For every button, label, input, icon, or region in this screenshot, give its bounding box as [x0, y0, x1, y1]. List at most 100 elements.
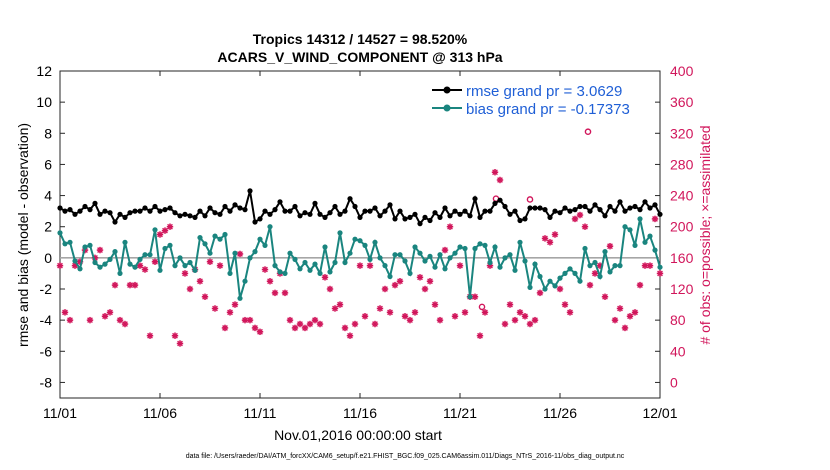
series-point: [332, 203, 338, 210]
obs-point: [471, 293, 479, 300]
series-point: [112, 219, 118, 225]
obs-point: [186, 285, 194, 293]
series-point: [317, 270, 323, 276]
legend-rmse-marker: [443, 86, 451, 94]
series-point: [167, 242, 173, 248]
series-bias: [57, 216, 663, 301]
series-point: [507, 252, 513, 258]
series-point: [577, 203, 583, 210]
obs-point: [531, 316, 539, 324]
series-point: [407, 214, 413, 220]
y-right-tick-label: 120: [670, 281, 694, 297]
series-point: [527, 284, 533, 290]
y-left-tick-label: 2: [44, 219, 52, 235]
series-point: [92, 200, 98, 206]
data-file-footnote: data file: /Users/raeder/DAI/ATM_forcXX/…: [186, 453, 625, 460]
series-point: [157, 267, 163, 273]
series-point: [57, 230, 63, 236]
obs-possible-point: [478, 303, 486, 311]
obs-point: [216, 262, 224, 269]
series-point: [582, 203, 588, 210]
series-point: [77, 266, 83, 272]
y-left-tick-label: -6: [40, 343, 53, 359]
series-point: [627, 227, 633, 233]
obs-possible-point: [584, 128, 592, 136]
x-axis-label: Nov.01,2016 00:00:00 start: [274, 427, 442, 443]
obs-point: [96, 246, 104, 254]
series-point: [292, 203, 298, 210]
obs-point: [611, 316, 619, 324]
obs-point: [156, 231, 164, 238]
obs-point: [556, 285, 564, 293]
obs-point: [166, 223, 174, 230]
series-point: [387, 273, 393, 280]
obs-point: [421, 285, 429, 293]
series-point: [72, 258, 78, 264]
series-point: [432, 264, 438, 270]
obs-point: [291, 324, 299, 332]
series-point: [522, 216, 528, 222]
obs-point: [226, 309, 234, 316]
series-point: [212, 210, 218, 216]
obs-point: [266, 278, 274, 285]
series-point: [437, 214, 443, 220]
x-tick-label: 11/01: [43, 405, 77, 421]
obs-point: [551, 231, 559, 238]
y-right-tick-label: 240: [670, 188, 694, 204]
series-point: [532, 205, 538, 211]
series-point: [257, 236, 263, 242]
legend-bias-marker: [443, 104, 451, 112]
y-left-tick-label: 8: [44, 125, 52, 141]
obs-point: [331, 305, 339, 312]
y-right-tick-label: 320: [670, 125, 694, 141]
obs-point: [236, 250, 244, 258]
obs-point: [61, 309, 69, 316]
series-point: [292, 256, 298, 262]
y-right-tick-label: 40: [670, 343, 686, 359]
series-point: [67, 239, 73, 245]
obs-point: [561, 301, 569, 308]
x-tick-label: 11/11: [244, 405, 277, 421]
obs-point: [221, 324, 229, 332]
series-point: [482, 242, 488, 248]
series-point: [82, 244, 88, 250]
series-point: [307, 211, 313, 217]
series-point: [152, 203, 158, 210]
legend-rmse-label: rmse grand pr = 3.0629: [466, 83, 622, 100]
series-point: [282, 208, 288, 214]
series-point: [122, 239, 128, 245]
series-point: [487, 208, 493, 214]
obs-point: [441, 246, 449, 254]
series-point: [237, 205, 243, 211]
series-point: [382, 208, 388, 214]
series-point: [267, 224, 273, 230]
series-point: [587, 263, 593, 269]
series-point: [552, 208, 558, 214]
series-point: [312, 261, 318, 267]
series-point: [442, 205, 448, 211]
series-point: [177, 213, 183, 219]
series-point: [287, 208, 293, 214]
series-point: [572, 207, 578, 213]
series-point: [587, 208, 593, 214]
obs-point: [316, 320, 324, 328]
series-point: [187, 259, 193, 266]
obs-point: [171, 332, 179, 339]
series-point: [232, 202, 238, 208]
obs-point: [246, 316, 254, 324]
series-point: [72, 211, 78, 217]
series-point: [457, 211, 463, 217]
obs-point: [591, 270, 599, 277]
obs-point: [346, 332, 354, 339]
series-point: [422, 214, 428, 220]
obs-point: [541, 235, 549, 242]
series-point: [622, 208, 628, 214]
series-point: [182, 263, 188, 269]
series-point: [297, 266, 303, 272]
obs-point: [361, 313, 369, 320]
series-point: [202, 241, 208, 247]
series-point: [242, 207, 248, 213]
series-point: [177, 255, 183, 261]
series-point: [137, 256, 143, 262]
series-point: [97, 264, 103, 270]
